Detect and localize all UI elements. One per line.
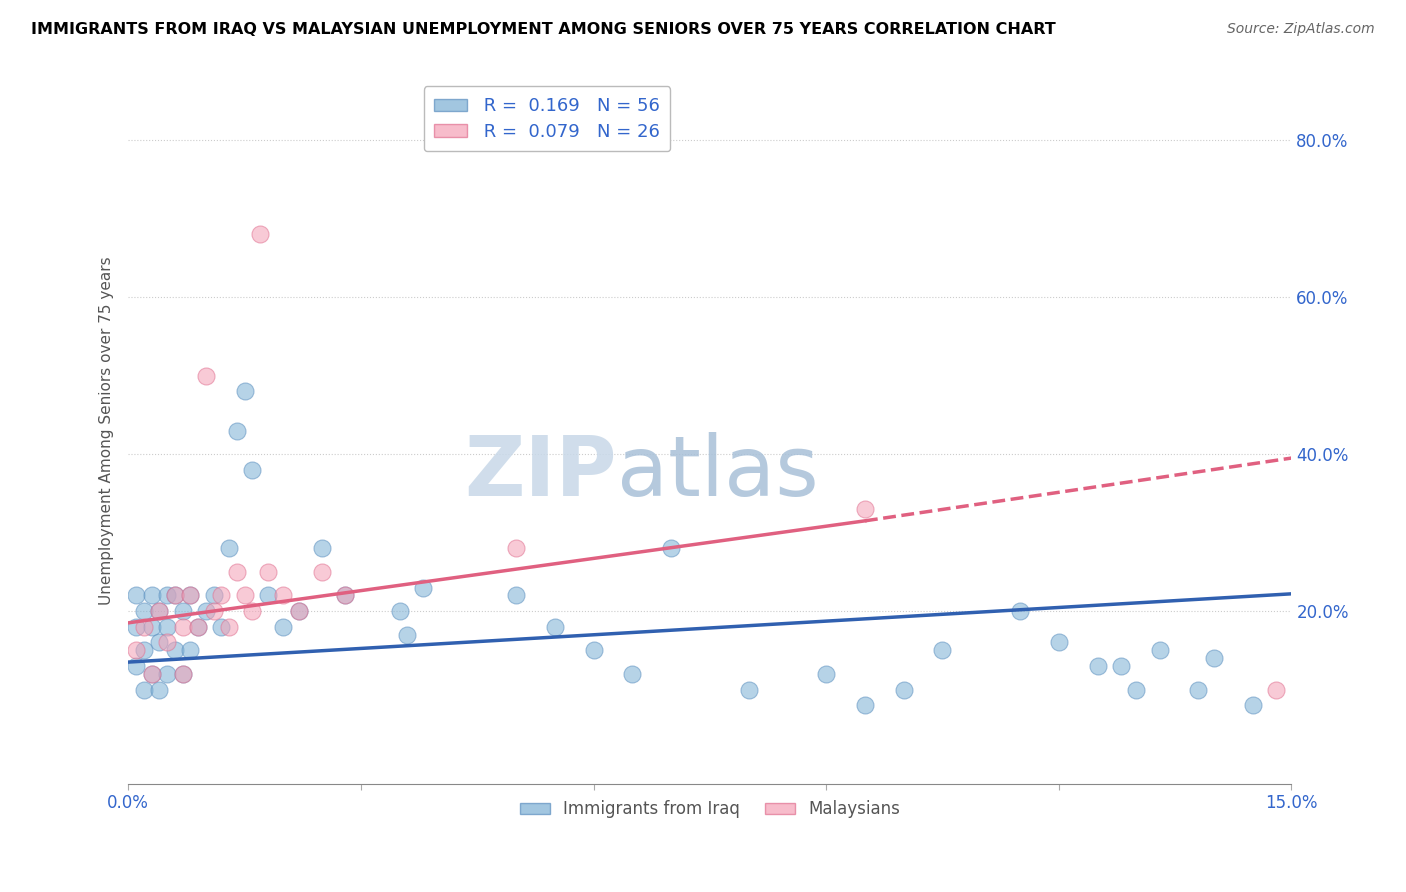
Point — [505, 588, 527, 602]
Point — [209, 588, 232, 602]
Text: atlas: atlas — [617, 433, 818, 514]
Point — [396, 627, 419, 641]
Point — [148, 604, 170, 618]
Point — [202, 588, 225, 602]
Point — [125, 643, 148, 657]
Point — [225, 565, 247, 579]
Point — [187, 620, 209, 634]
Point — [132, 643, 155, 657]
Point — [853, 502, 876, 516]
Point — [582, 643, 605, 657]
Point — [132, 682, 155, 697]
Point — [172, 604, 194, 618]
Point — [132, 620, 155, 634]
Point — [148, 682, 170, 697]
Point — [1241, 698, 1264, 713]
Point — [194, 604, 217, 618]
Point — [853, 698, 876, 713]
Point — [141, 666, 163, 681]
Point — [218, 541, 240, 556]
Point — [544, 620, 567, 634]
Point — [233, 384, 256, 399]
Point — [218, 620, 240, 634]
Point — [1047, 635, 1070, 649]
Point — [172, 666, 194, 681]
Point — [256, 565, 278, 579]
Point — [163, 588, 186, 602]
Point — [163, 588, 186, 602]
Point — [163, 643, 186, 657]
Point — [288, 604, 311, 618]
Point — [1149, 643, 1171, 657]
Point — [172, 620, 194, 634]
Point — [335, 588, 357, 602]
Y-axis label: Unemployment Among Seniors over 75 years: Unemployment Among Seniors over 75 years — [100, 256, 114, 605]
Point — [737, 682, 759, 697]
Point — [1125, 682, 1147, 697]
Point — [1265, 682, 1288, 697]
Point — [273, 620, 295, 634]
Point — [125, 659, 148, 673]
Point — [1187, 682, 1209, 697]
Point — [179, 588, 201, 602]
Point — [311, 565, 333, 579]
Point — [125, 588, 148, 602]
Point — [311, 541, 333, 556]
Point — [621, 666, 644, 681]
Point — [148, 635, 170, 649]
Point — [505, 541, 527, 556]
Point — [156, 666, 179, 681]
Point — [1202, 651, 1225, 665]
Point — [125, 620, 148, 634]
Point — [172, 666, 194, 681]
Point — [412, 581, 434, 595]
Point — [148, 604, 170, 618]
Point — [659, 541, 682, 556]
Point — [249, 227, 271, 242]
Point — [156, 588, 179, 602]
Point — [288, 604, 311, 618]
Point — [240, 463, 263, 477]
Point — [256, 588, 278, 602]
Point — [893, 682, 915, 697]
Point — [209, 620, 232, 634]
Point — [815, 666, 838, 681]
Legend: Immigrants from Iraq, Malaysians: Immigrants from Iraq, Malaysians — [513, 794, 907, 825]
Point — [156, 635, 179, 649]
Point — [187, 620, 209, 634]
Point — [141, 666, 163, 681]
Point — [1109, 659, 1132, 673]
Text: ZIP: ZIP — [464, 433, 617, 514]
Text: IMMIGRANTS FROM IRAQ VS MALAYSIAN UNEMPLOYMENT AMONG SENIORS OVER 75 YEARS CORRE: IMMIGRANTS FROM IRAQ VS MALAYSIAN UNEMPL… — [31, 22, 1056, 37]
Point — [273, 588, 295, 602]
Point — [156, 620, 179, 634]
Text: Source: ZipAtlas.com: Source: ZipAtlas.com — [1227, 22, 1375, 37]
Point — [141, 588, 163, 602]
Point — [1008, 604, 1031, 618]
Point — [335, 588, 357, 602]
Point — [141, 620, 163, 634]
Point — [931, 643, 953, 657]
Point — [132, 604, 155, 618]
Point — [179, 643, 201, 657]
Point — [388, 604, 411, 618]
Point — [233, 588, 256, 602]
Point — [194, 368, 217, 383]
Point — [179, 588, 201, 602]
Point — [202, 604, 225, 618]
Point — [1087, 659, 1109, 673]
Point — [240, 604, 263, 618]
Point — [225, 424, 247, 438]
